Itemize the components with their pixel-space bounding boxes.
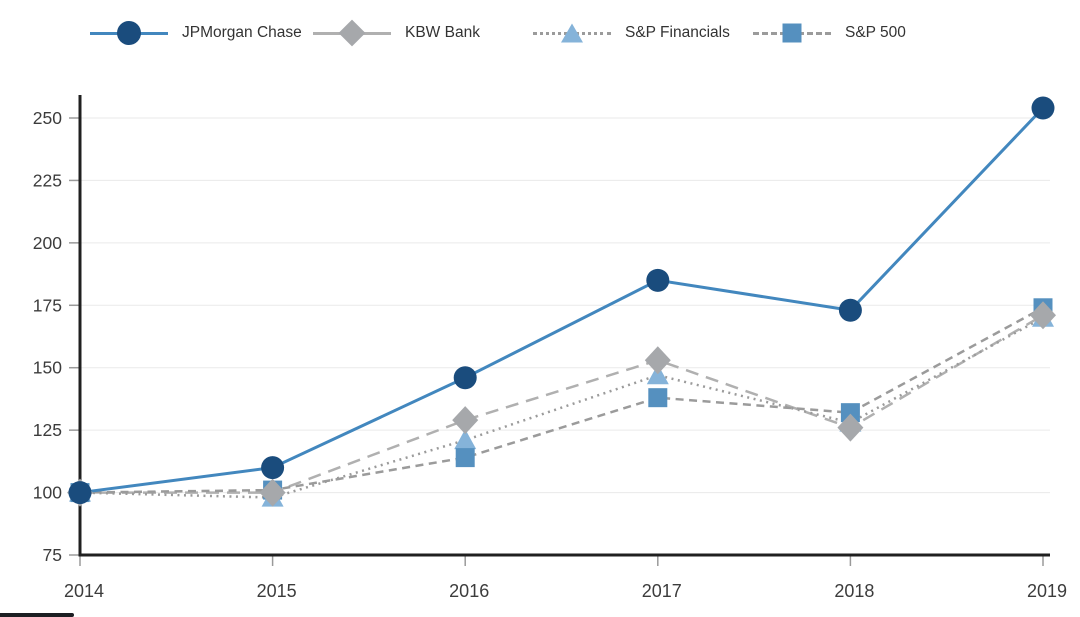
legend-label: JPMorgan Chase [182,24,302,41]
triangle-marker-icon [561,23,583,43]
y-tick-label-100: 100 [33,483,62,503]
legend-swatch [753,18,831,48]
marker-s-p-500-2017 [648,388,668,408]
x-tick-label-2016: 2016 [449,581,489,601]
diamond-marker-icon [338,19,366,47]
marker-s-p-financials-2016 [454,429,477,450]
legend-label: S&P 500 [845,24,906,41]
y-tick-label-225: 225 [33,170,62,190]
marker-jpmorgan-chase-2014 [68,481,92,505]
legend-item-sp-500: S&P 500 [753,14,906,52]
marker-jpmorgan-chase-2016 [453,366,477,390]
x-tick-label-2014: 2014 [64,581,104,601]
x-tick-label-2018: 2018 [834,581,874,601]
y-tick-label-150: 150 [33,358,62,378]
legend-swatch [533,18,611,48]
series-line-s-p-500 [79,306,1044,494]
progress-bar[interactable] [0,613,74,617]
marker-s-p-500-2016 [455,448,475,468]
x-tick-label-2019: 2019 [1027,581,1067,601]
marker-jpmorgan-chase-2018 [838,298,862,322]
marker-kbw-bank-2015 [259,478,286,507]
circle-marker-icon [117,21,141,45]
marker-s-p-500-2018 [840,403,860,423]
y-tick-label-175: 175 [33,295,62,315]
legend-label: KBW Bank [405,24,480,41]
y-tick-label-125: 125 [33,420,62,440]
marker-jpmorgan-chase-2017 [646,268,670,292]
y-tick-label-250: 250 [33,108,62,128]
legend-item-kbw-bank: KBW Bank [313,14,480,52]
square-marker-icon [782,23,802,43]
y-tick-label-200: 200 [33,233,62,253]
legend-item-sp-financials: S&P Financials [533,14,730,52]
marker-kbw-bank-2019 [1030,301,1056,330]
marker-jpmorgan-chase-2019 [1031,96,1055,120]
legend-swatch [90,18,168,48]
marker-kbw-bank-2016 [452,406,479,435]
marker-jpmorgan-chase-2015 [261,456,285,480]
y-tick-label-75: 75 [43,545,62,565]
chart-legend: JPMorgan Chase KBW Bank S&P Financials S… [90,14,1070,52]
series-line-s-p-financials [79,316,1044,499]
legend-item-jpmorgan-chase: JPMorgan Chase [90,14,302,52]
x-tick-label-2015: 2015 [257,581,297,601]
marker-kbw-bank-2018 [837,413,864,442]
legend-label: S&P Financials [625,24,730,41]
series-line-kbw-bank [80,314,1044,494]
x-tick-label-2017: 2017 [642,581,682,601]
marker-kbw-bank-2017 [644,346,671,375]
legend-swatch [313,18,391,48]
series-line-jpmorgan-chase [79,106,1045,495]
